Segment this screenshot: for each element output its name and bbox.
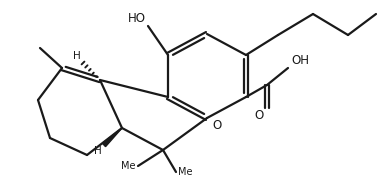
Text: O: O	[212, 119, 221, 132]
Text: HO: HO	[128, 12, 146, 25]
Text: O: O	[255, 109, 264, 122]
Text: Me: Me	[121, 161, 136, 171]
Text: OH: OH	[291, 54, 309, 67]
Polygon shape	[102, 128, 122, 147]
Text: Me: Me	[178, 167, 192, 177]
Text: H: H	[73, 51, 81, 61]
Text: H: H	[94, 146, 102, 156]
